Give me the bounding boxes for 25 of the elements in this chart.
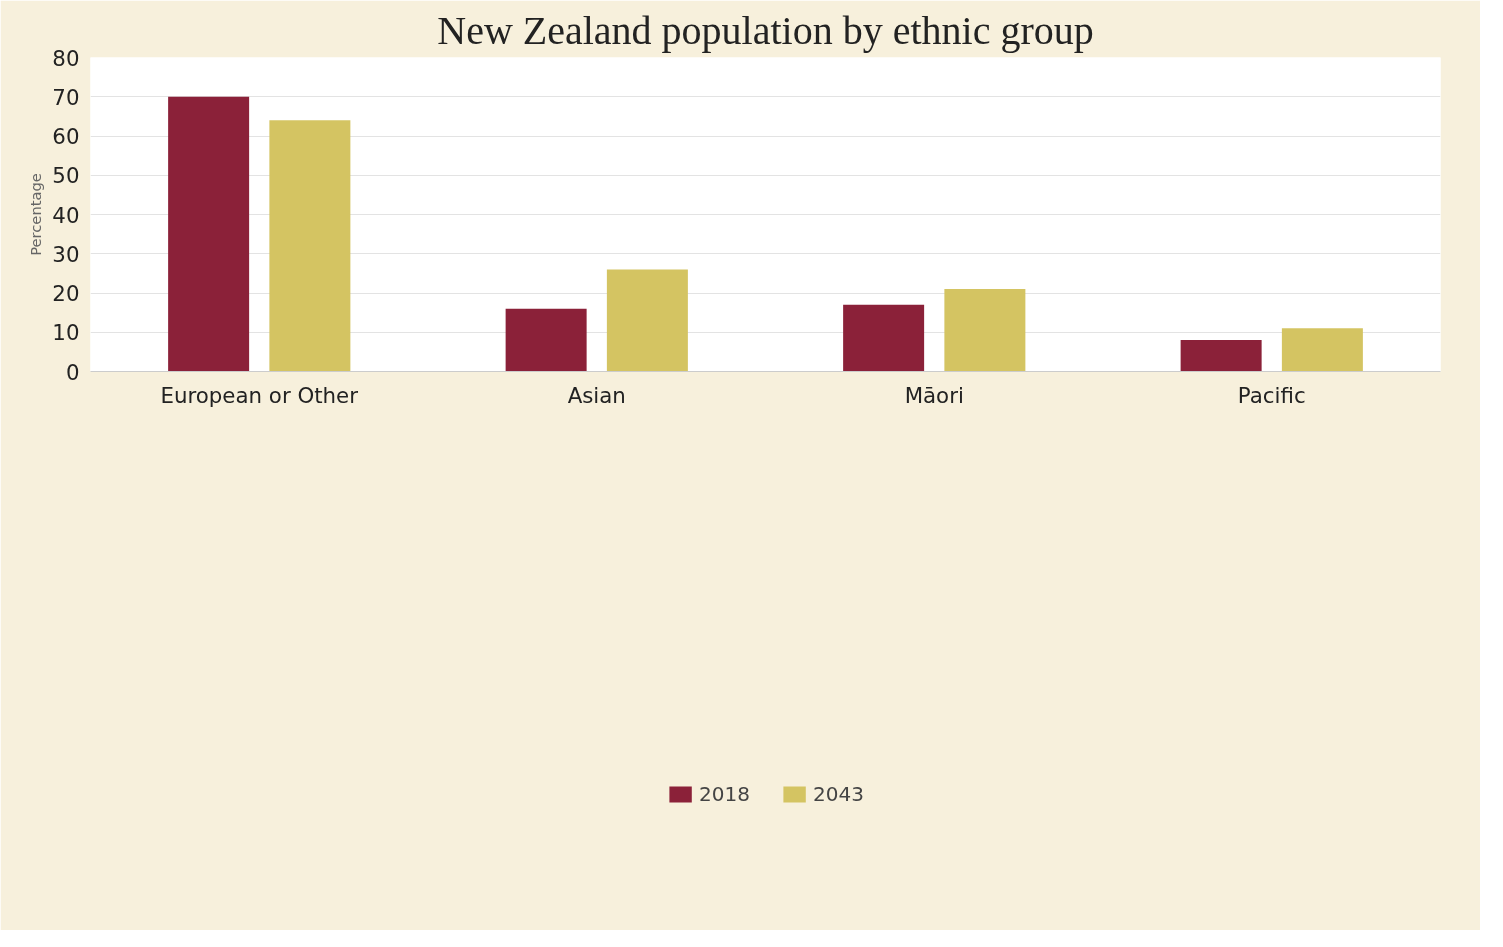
legend-label: 2043 bbox=[813, 782, 864, 806]
y-tick-label: 30 bbox=[52, 241, 80, 267]
y-tick-label: 20 bbox=[52, 281, 80, 306]
y-tick-label: 60 bbox=[52, 124, 80, 149]
x-tick-label: Pacific bbox=[1237, 382, 1306, 408]
x-tick-label: Māori bbox=[904, 382, 964, 408]
y-tick-label: 80 bbox=[52, 45, 80, 71]
bar bbox=[1180, 340, 1262, 372]
y-tick-label: 0 bbox=[65, 359, 80, 385]
y-tick-label: 40 bbox=[52, 202, 80, 228]
y-tick-label: 10 bbox=[52, 320, 80, 346]
bar bbox=[1281, 328, 1363, 372]
y-tick-label: 70 bbox=[52, 84, 80, 110]
bar bbox=[168, 96, 250, 372]
bar bbox=[269, 120, 351, 372]
y-axis-title: Percentage bbox=[27, 173, 45, 256]
bar bbox=[606, 269, 688, 372]
chart-title: New Zealand population by ethnic group bbox=[437, 7, 1094, 53]
bar bbox=[505, 308, 587, 372]
bar bbox=[843, 304, 925, 372]
y-tick-label: 50 bbox=[52, 163, 80, 189]
x-tick-label: European or Other bbox=[160, 382, 359, 408]
x-tick-label: Asian bbox=[567, 382, 626, 408]
bar bbox=[944, 289, 1026, 372]
legend-label: 2018 bbox=[699, 782, 750, 806]
